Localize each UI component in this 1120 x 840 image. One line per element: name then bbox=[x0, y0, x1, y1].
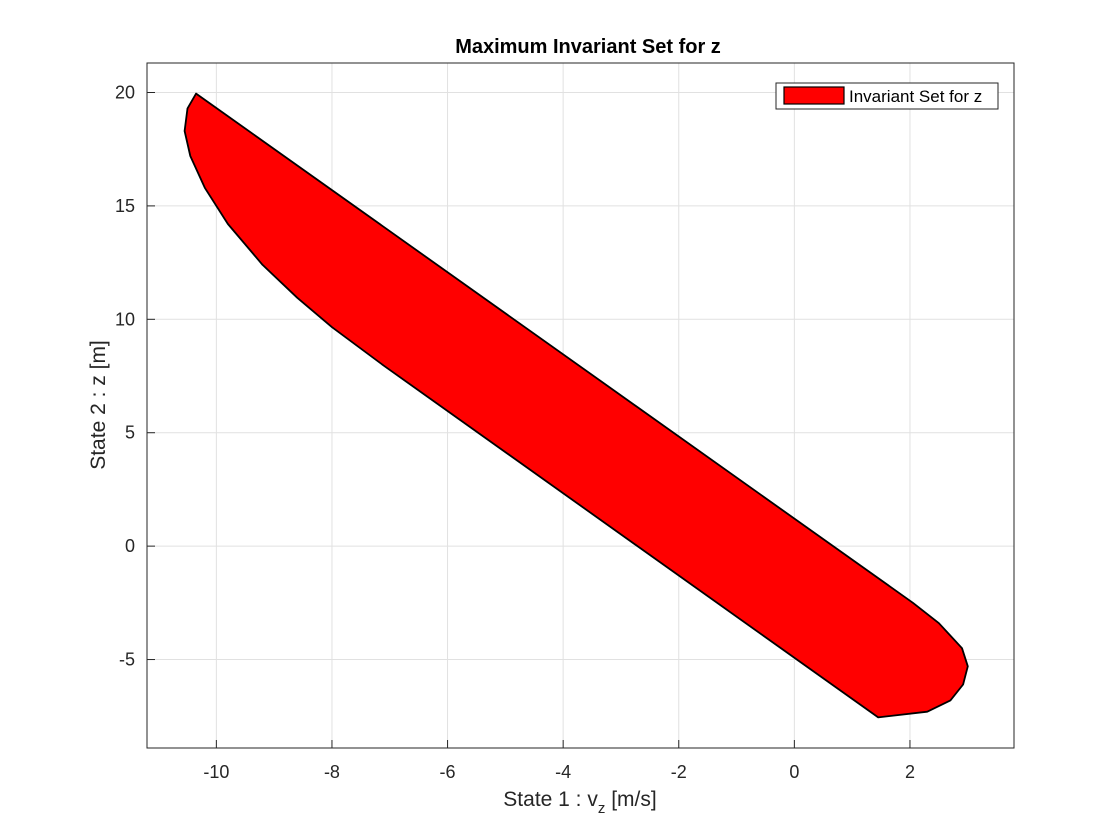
axes-frame bbox=[146, 62, 1015, 749]
legend-label: Invariant Set for z bbox=[849, 87, 982, 106]
y-tick-label: 5 bbox=[125, 423, 135, 443]
x-axis-label: State 1 : vz [m/s] bbox=[503, 788, 656, 817]
invariant-set-region bbox=[183, 92, 969, 719]
y-axis-label: State 2 : z [m] bbox=[87, 340, 110, 470]
y-tick-label: 10 bbox=[115, 309, 135, 329]
tick-marks: -10 -8 -6 -4 -2 0 2 -5 0 5 10 15 20 bbox=[115, 82, 915, 782]
x-axis-label-unit: [m/s] bbox=[605, 788, 656, 811]
y-tick-label: 20 bbox=[115, 82, 135, 102]
y-tick-label: 0 bbox=[125, 536, 135, 556]
x-tick-label: -10 bbox=[203, 762, 229, 782]
chart-title: Maximum Invariant Set for z bbox=[455, 36, 721, 58]
y-tick-label: -5 bbox=[119, 650, 135, 670]
x-tick-label: 0 bbox=[789, 762, 799, 782]
x-tick-label: -4 bbox=[555, 762, 571, 782]
plot-area bbox=[183, 92, 969, 719]
x-tick-label: 2 bbox=[905, 762, 915, 782]
x-tick-label: -8 bbox=[324, 762, 340, 782]
x-axis-label-main: State 1 : v bbox=[503, 788, 598, 811]
legend-swatch bbox=[783, 86, 845, 105]
legend: Invariant Set for z bbox=[775, 82, 999, 110]
x-tick-label: -2 bbox=[671, 762, 687, 782]
x-tick-label: -6 bbox=[440, 762, 456, 782]
x-axis-label-subscript: z bbox=[598, 800, 606, 817]
y-tick-label: 15 bbox=[115, 196, 135, 216]
